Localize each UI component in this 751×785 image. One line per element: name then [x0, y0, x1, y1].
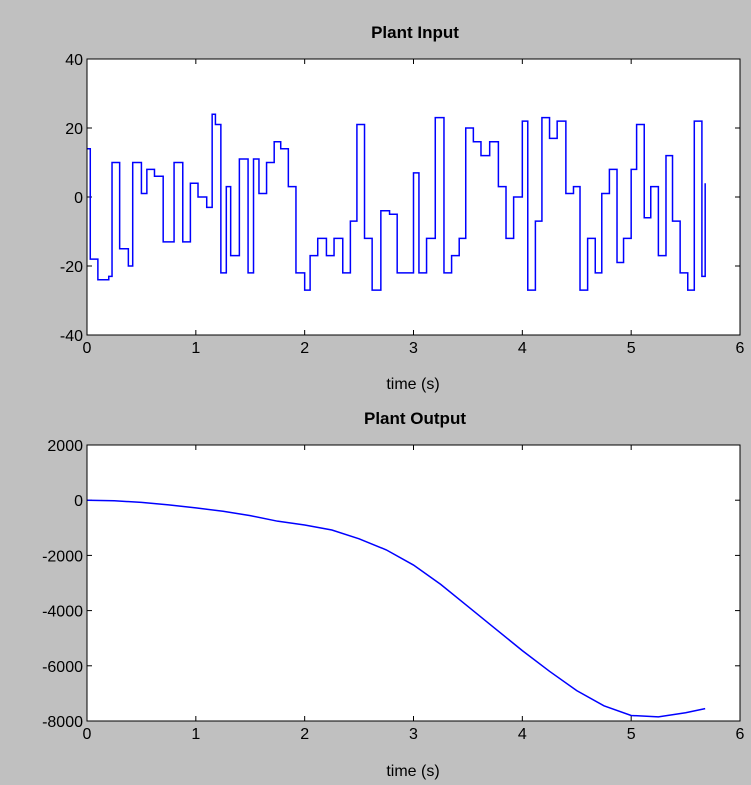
y-tick-label: 0: [74, 493, 83, 510]
y-tick-label: 2000: [47, 438, 83, 455]
x-tick-label: 5: [627, 726, 636, 743]
x-axis-label: time (s): [386, 763, 439, 780]
x-tick-label: 0: [83, 340, 92, 357]
x-tick-label: 1: [191, 726, 200, 743]
y-tick-label: 0: [74, 190, 83, 207]
tick-labels: 0 1 2 3 4 5 6 -8000 -6000 -4000 -2000 0 2000: [42, 438, 744, 743]
y-tick-label: -40: [60, 328, 83, 345]
x-tick-label: 1: [191, 340, 200, 357]
axes-frame: [86, 58, 741, 336]
axes-background: [87, 445, 740, 721]
x-tick-label: 2: [300, 340, 309, 357]
axes-frame: [86, 444, 741, 722]
chart-title: Plant Output: [364, 409, 466, 428]
x-tick-label: 4: [518, 340, 527, 357]
x-tick-label: 3: [409, 340, 418, 357]
x-tick-label: 6: [736, 340, 745, 357]
y-tick-label: 20: [65, 121, 83, 138]
y-tick-label: -8000: [42, 714, 83, 731]
x-tick-label: 3: [409, 726, 418, 743]
tick-labels: 0 1 2 3 4 5 6 -40 -20 0 20 40: [60, 52, 745, 357]
series-line: [86, 499, 706, 718]
y-tick-label: -2000: [42, 548, 83, 565]
x-tick-label: 6: [736, 726, 745, 743]
x-tick-label: 2: [300, 726, 309, 743]
chart-title: Plant Input: [371, 23, 459, 42]
x-tick-label: 5: [627, 340, 636, 357]
y-tick-label: -20: [60, 259, 83, 276]
x-tick-label: 0: [83, 726, 92, 743]
y-tick-label: -6000: [42, 659, 83, 676]
y-tick-label: -4000: [42, 604, 83, 621]
plant-input-chart: Plant Input 0 1 2 3 4 5 6 -40 -20 0 20 40 time (s): [60, 23, 745, 393]
x-axis-label: time (s): [386, 376, 439, 393]
series-line: [87, 113, 706, 291]
plant-output-chart: Plant Output 0 1 2 3 4 5 6 -8000 -6000 -4000 -2000…: [42, 409, 744, 780]
x-tick-label: 4: [518, 726, 527, 743]
y-tick-label: 40: [65, 52, 83, 69]
